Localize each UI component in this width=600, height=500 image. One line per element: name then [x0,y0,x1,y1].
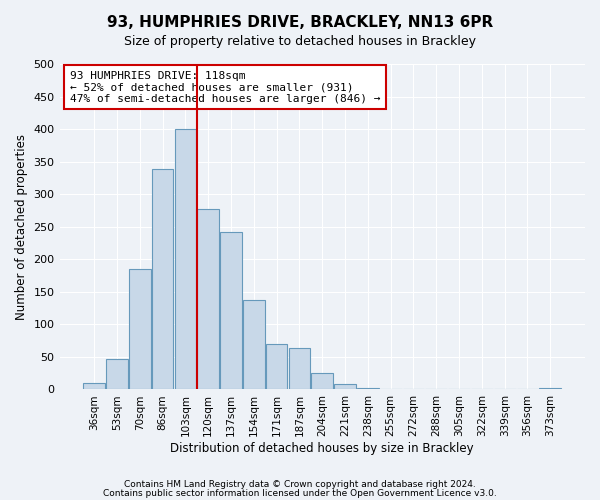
Bar [220,232,242,390]
Text: 93, HUMPHRIES DRIVE, BRACKLEY, NN13 6PR: 93, HUMPHRIES DRIVE, BRACKLEY, NN13 6PR [107,15,493,30]
Bar [197,208,219,390]
Bar [152,170,173,390]
Bar [334,384,356,390]
Text: Size of property relative to detached houses in Brackley: Size of property relative to detached ho… [124,35,476,48]
Text: 93 HUMPHRIES DRIVE: 118sqm
← 52% of detached houses are smaller (931)
47% of sem: 93 HUMPHRIES DRIVE: 118sqm ← 52% of deta… [70,70,380,104]
X-axis label: Distribution of detached houses by size in Brackley: Distribution of detached houses by size … [170,442,474,455]
Bar [129,269,151,390]
Bar [539,388,561,390]
Bar [175,129,196,390]
Bar [357,388,379,390]
Bar [266,344,287,390]
Bar [311,372,333,390]
Y-axis label: Number of detached properties: Number of detached properties [15,134,28,320]
Text: Contains public sector information licensed under the Open Government Licence v3: Contains public sector information licen… [103,488,497,498]
Bar [83,383,105,390]
Text: Contains HM Land Registry data © Crown copyright and database right 2024.: Contains HM Land Registry data © Crown c… [124,480,476,489]
Bar [289,348,310,390]
Bar [243,300,265,390]
Bar [106,359,128,390]
